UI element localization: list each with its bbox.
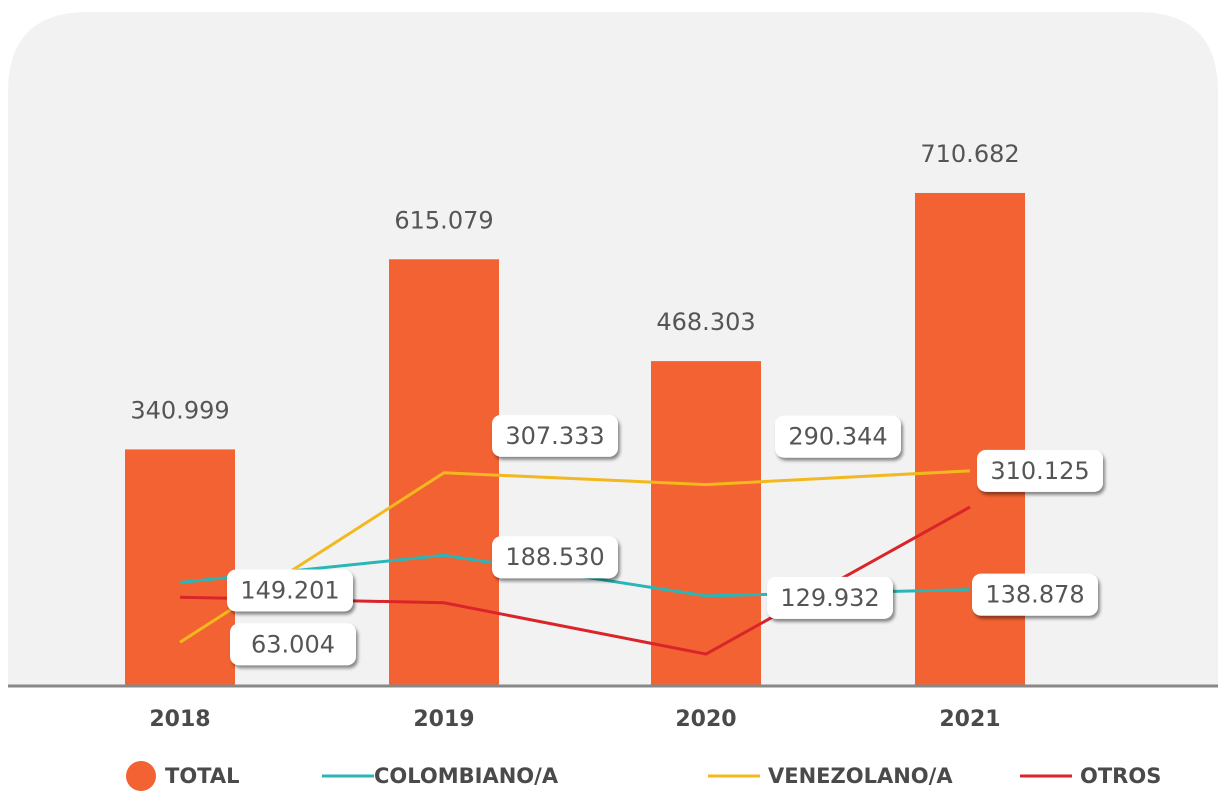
bar (651, 361, 761, 686)
line-value-label: 149.201 (240, 576, 339, 604)
value-label-box (492, 536, 618, 579)
bar (125, 449, 235, 686)
bar-value-label: 340.999 (130, 396, 229, 424)
bar-value-label: 468.303 (656, 308, 755, 336)
value-label-box (227, 569, 353, 612)
x-tick-label: 2019 (413, 707, 474, 732)
x-tick-label: 2018 (149, 707, 210, 732)
line-value-label: 129.932 (780, 584, 879, 612)
line-value-label: 63.004 (251, 630, 335, 658)
bar-value-label: 615.079 (394, 206, 493, 234)
value-label-box (767, 576, 893, 619)
value-label-box (775, 415, 901, 458)
value-label-box (977, 449, 1103, 492)
line-value-label: 188.530 (505, 543, 604, 571)
bar-value-label: 710.682 (920, 140, 1019, 168)
line-value-label: 310.125 (990, 457, 1089, 485)
x-tick-label: 2020 (675, 707, 736, 732)
value-label-box (230, 623, 356, 666)
line-value-label: 307.333 (505, 422, 604, 450)
legend-swatch (126, 761, 156, 791)
legend-label: COLOMBIANO/A (374, 764, 559, 788)
value-label-box (972, 573, 1098, 616)
x-tick-label: 2021 (939, 707, 1000, 732)
line-value-label: 138.878 (985, 581, 1084, 609)
legend-label: VENEZOLANO/A (768, 764, 953, 788)
value-label-box (492, 414, 618, 457)
legend-label: OTROS (1080, 764, 1161, 788)
line (179, 469, 971, 644)
line-value-label: 290.344 (788, 423, 887, 451)
legend-label: TOTAL (165, 764, 240, 788)
